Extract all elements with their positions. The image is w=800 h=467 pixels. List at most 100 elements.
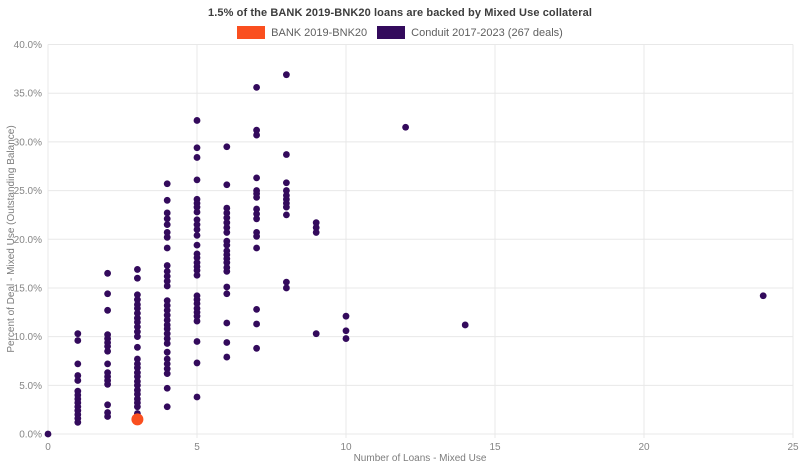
data-point — [193, 312, 201, 320]
y-tick-label: 40.0% — [14, 40, 42, 51]
y-tick-label: 25.0% — [14, 186, 42, 197]
data-point — [223, 241, 231, 249]
data-point — [163, 180, 171, 188]
data-point — [193, 241, 201, 249]
data-point — [134, 355, 141, 363]
data-point — [253, 305, 260, 313]
data-point — [163, 370, 171, 378]
data-point — [134, 291, 141, 299]
data-point — [163, 335, 171, 342]
y-tick-label: 15.0% — [14, 283, 42, 294]
data-point — [193, 393, 201, 401]
data-point — [283, 203, 290, 211]
data-point — [134, 328, 141, 336]
data-point — [193, 154, 201, 161]
data-point — [74, 337, 82, 344]
data-point — [134, 343, 141, 351]
data-point — [131, 413, 144, 426]
data-point — [759, 292, 767, 300]
x-tick-label: 15 — [489, 442, 501, 453]
data-point — [163, 311, 171, 319]
data-point — [74, 330, 82, 338]
data-point — [74, 372, 82, 379]
data-point — [253, 210, 260, 218]
data-point — [223, 214, 231, 222]
data-point — [193, 117, 201, 124]
data-point — [74, 377, 82, 384]
tick-labels: 0.0% 5.0% 10.0% 15.0% 20.0% 25.0% 30.0% 35.0% 40… — [14, 40, 799, 453]
data-points — [44, 71, 767, 438]
data-point — [283, 211, 290, 219]
data-point — [283, 151, 290, 158]
x-tick-label: 25 — [787, 442, 799, 453]
data-point — [253, 244, 260, 252]
data-point — [223, 229, 231, 236]
data-point — [193, 254, 201, 262]
y-tick-label: 5.0% — [19, 381, 42, 392]
y-tick-label: 0.0% — [19, 430, 42, 441]
data-point — [193, 221, 201, 229]
data-point — [461, 321, 469, 329]
data-point — [163, 233, 171, 241]
data-point — [253, 205, 260, 213]
data-point — [342, 327, 350, 335]
data-point — [134, 296, 141, 304]
data-point — [193, 231, 201, 239]
data-point — [134, 390, 141, 398]
data-point — [104, 347, 111, 355]
data-point — [223, 267, 231, 275]
data-point — [163, 272, 171, 280]
data-point — [223, 319, 231, 327]
data-point — [163, 196, 171, 204]
data-point — [134, 364, 141, 372]
data-point — [193, 176, 201, 184]
legend: BANK 2019-BNK20 Conduit 2017-2023 (267 d… — [0, 26, 800, 39]
data-point — [104, 360, 111, 368]
legend-item-bank[interactable]: BANK 2019-BNK20 — [237, 26, 367, 39]
data-point — [163, 221, 171, 229]
legend-item-conduit[interactable]: Conduit 2017-2023 (267 deals) — [377, 26, 563, 39]
data-point — [134, 266, 141, 273]
data-point — [134, 403, 141, 411]
data-point — [253, 215, 260, 223]
data-point — [163, 403, 171, 411]
data-point — [283, 284, 290, 292]
data-point — [163, 365, 171, 373]
data-point — [134, 309, 141, 317]
data-point — [283, 179, 290, 187]
data-point — [223, 143, 231, 151]
data-point — [193, 300, 201, 307]
y-tick-label: 35.0% — [14, 89, 42, 100]
data-point — [104, 269, 111, 277]
data-point — [253, 344, 260, 352]
data-point — [134, 318, 141, 326]
legend-label-bank: BANK 2019-BNK20 — [271, 26, 368, 39]
data-point — [402, 123, 409, 131]
data-point — [104, 413, 111, 420]
data-point — [163, 262, 171, 269]
data-point — [253, 320, 260, 328]
data-point — [223, 204, 231, 212]
data-point — [44, 430, 52, 438]
data-point — [312, 219, 320, 227]
data-point — [283, 187, 290, 194]
data-point — [253, 126, 260, 134]
data-point — [253, 193, 260, 201]
data-point — [193, 338, 201, 345]
y-tick-label: 30.0% — [14, 137, 42, 148]
legend-swatch-bank-icon — [237, 26, 266, 39]
data-point — [193, 203, 201, 211]
data-point — [223, 339, 231, 346]
data-point — [253, 232, 260, 240]
data-point — [193, 144, 201, 152]
y-tick-label: 10.0% — [14, 332, 42, 343]
y-axis-title: Percent of Deal - Mixed Use (Outstanding… — [6, 125, 17, 352]
data-point — [163, 297, 171, 304]
data-point — [163, 340, 171, 347]
data-point — [312, 224, 320, 231]
data-point — [134, 323, 141, 331]
data-point — [223, 209, 231, 217]
x-axis-title: Number of Loans - Mixed Use — [354, 453, 487, 464]
data-point — [163, 306, 171, 314]
data-point — [223, 353, 231, 361]
